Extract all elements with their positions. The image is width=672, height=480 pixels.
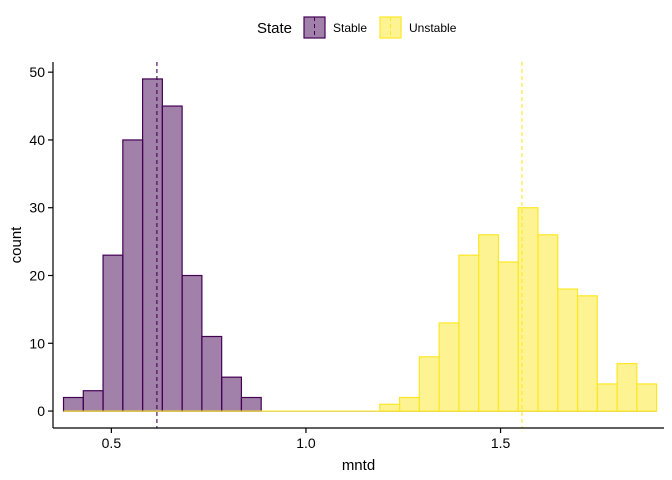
bar-unstable [557, 288, 579, 412]
bar-unstable [438, 322, 460, 412]
bar-unstable [458, 254, 480, 412]
bar-unstable [398, 396, 420, 412]
bar-unstable [596, 383, 618, 412]
y-tick-label: 20 [29, 268, 45, 284]
bar-stable [181, 274, 203, 412]
x-axis-ticks: 0.5 1.0 1.5 [102, 428, 511, 451]
bar-unstable [517, 207, 539, 412]
histogram-bars [62, 78, 658, 412]
x-tick-label: 1.5 [491, 435, 511, 451]
y-axis-ticks: 0 10 20 30 40 50 [29, 64, 53, 419]
legend: State Stable Unstable [257, 16, 457, 39]
legend-label-unstable: Unstable [409, 21, 457, 35]
bar-unstable [497, 261, 519, 412]
bar-stable [82, 390, 104, 412]
bar-stable [201, 335, 223, 412]
legend-key-unstable: Unstable [379, 16, 457, 39]
bar-stable [141, 78, 163, 412]
legend-key-stable: Stable [303, 16, 367, 39]
y-tick-label: 50 [29, 64, 45, 80]
bar-stable [161, 105, 183, 412]
legend-label-stable: Stable [333, 21, 367, 35]
x-tick-label: 0.5 [102, 435, 122, 451]
x-axis-label: mntd [342, 457, 375, 474]
y-tick-label: 10 [29, 335, 45, 351]
bar-unstable [576, 295, 598, 412]
y-tick-label: 30 [29, 200, 45, 216]
bar-stable [102, 254, 124, 412]
bar-unstable [478, 234, 500, 412]
bar-unstable [418, 356, 440, 412]
y-tick-label: 40 [29, 132, 45, 148]
mean-lines [156, 62, 523, 428]
legend-title: State [257, 20, 292, 37]
bar-stable [240, 396, 262, 412]
x-tick-label: 1.0 [296, 435, 316, 451]
y-axis-label: count [8, 226, 25, 264]
bar-unstable [537, 234, 559, 412]
y-tick-label: 0 [37, 403, 45, 419]
bar-unstable [636, 383, 658, 412]
bar-stable [62, 396, 84, 412]
bar-unstable [616, 363, 638, 412]
bar-stable [122, 139, 144, 412]
bar-unstable [379, 403, 401, 412]
bar-stable [221, 376, 243, 412]
